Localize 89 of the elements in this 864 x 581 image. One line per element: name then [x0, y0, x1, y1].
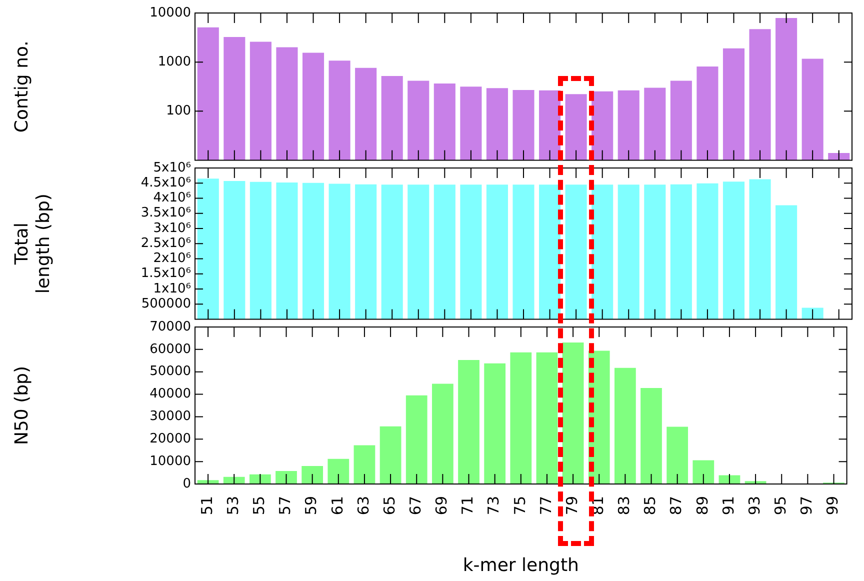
bar [408, 184, 430, 320]
y-tick-label: 2.5x10⁶ [140, 236, 191, 251]
y-tick-label: 100 [166, 104, 191, 119]
bar [276, 470, 297, 484]
y-tick-label: 5x10⁶ [153, 160, 191, 176]
bar [640, 388, 662, 484]
x-tick-label: 95 [772, 496, 790, 516]
bar [614, 368, 636, 484]
y-tick-label: 4x10⁶ [153, 190, 191, 206]
y-axis-title: Total length (bp) [11, 194, 54, 294]
y-tick-label: 3.5x10⁶ [140, 206, 191, 221]
bar [722, 182, 745, 320]
x-tick-label: 79 [562, 496, 581, 516]
bar [460, 184, 482, 320]
bar [486, 184, 508, 320]
y-tick-label: 60000 [150, 342, 191, 357]
x-tick-label: 63 [354, 496, 372, 516]
bar [250, 182, 272, 320]
bar [512, 184, 534, 320]
x-tick-label: 55 [250, 496, 268, 516]
bar [276, 182, 298, 320]
x-tick-label: 77 [536, 496, 555, 516]
bar [302, 466, 324, 484]
bar [539, 184, 561, 320]
bar [328, 458, 350, 484]
y-tick-label: 4.5x10⁶ [140, 175, 191, 190]
bar [644, 184, 666, 320]
y-tick-label: 10000 [150, 454, 191, 469]
bar [749, 179, 771, 320]
bar [510, 352, 532, 484]
bar [355, 184, 377, 320]
x-tick-label: 85 [641, 496, 660, 516]
bar [434, 184, 456, 320]
y-tick-label: 70000 [150, 319, 191, 334]
y-axis-title: N50 (bp) [11, 366, 32, 445]
x-tick-label: 97 [798, 496, 816, 516]
x-tick-label: 99 [824, 496, 842, 516]
bar [696, 183, 718, 320]
bar [224, 181, 246, 320]
x-tick-label: 89 [693, 496, 712, 516]
bar [562, 342, 584, 484]
bar [381, 184, 403, 320]
bar [302, 182, 324, 320]
bar [618, 184, 640, 320]
bar [328, 184, 350, 320]
y-tick-label: 20000 [150, 432, 191, 447]
y-axis-title: Contig no. [11, 40, 32, 133]
bar [458, 360, 480, 484]
x-axis-title: k-mer length [462, 554, 579, 576]
y-tick-label: 2x10⁶ [153, 251, 191, 266]
bar [670, 184, 692, 320]
y-tick-label: 30000 [150, 409, 191, 424]
x-tick-label: 69 [432, 496, 451, 516]
bar [692, 460, 714, 484]
x-tick-label: 91 [719, 496, 738, 516]
y-tick-label: 500000 [141, 296, 191, 312]
x-tick-label: 57 [276, 496, 294, 516]
x-tick-label: 87 [667, 496, 686, 516]
y-tick-label: 40000 [150, 386, 191, 402]
bar [666, 426, 688, 484]
x-tick-label: 51 [198, 496, 216, 516]
x-tick-label: 53 [224, 496, 242, 516]
bar [197, 178, 219, 320]
x-tick-label: 75 [510, 496, 529, 516]
bar [536, 352, 558, 484]
bar [484, 363, 506, 484]
y-tick-label: 10000 [150, 5, 191, 20]
bar [592, 184, 614, 320]
y-tick-label: 1.5x10⁶ [140, 266, 191, 282]
x-tick-label: 65 [380, 496, 398, 516]
x-tick-label: 59 [302, 496, 320, 516]
x-tick-label: 83 [615, 496, 634, 516]
bar [802, 308, 824, 320]
bar [354, 445, 376, 484]
bar [406, 395, 428, 484]
bar [380, 426, 402, 484]
x-tick-label: 67 [406, 496, 424, 516]
bar [776, 205, 798, 320]
x-tick-label: 73 [484, 496, 503, 516]
bar [432, 384, 454, 484]
bar [565, 184, 587, 320]
x-tick-label: 71 [458, 496, 477, 516]
y-tick-label: 0 [182, 476, 191, 492]
x-tick-label: 61 [328, 496, 346, 516]
x-tick-label: 93 [745, 496, 764, 516]
y-tick-label: 1000 [158, 54, 191, 70]
y-tick-label: 50000 [150, 364, 191, 380]
y-tick-label: 1x10⁶ [153, 281, 191, 296]
y-tick-label: 3x10⁶ [153, 220, 191, 236]
